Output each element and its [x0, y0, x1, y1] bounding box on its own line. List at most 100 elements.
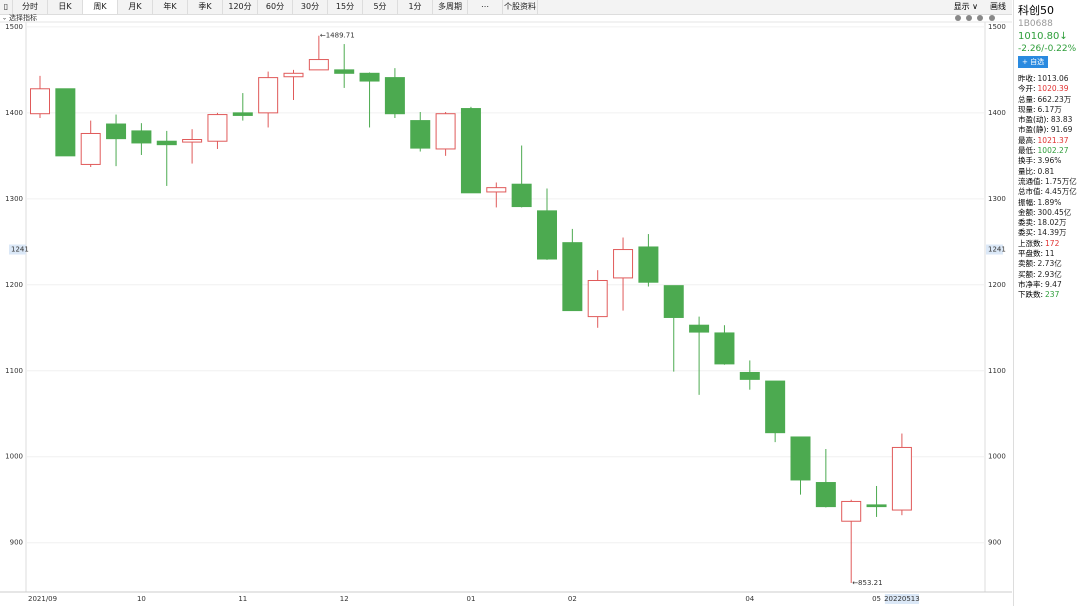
cursor-label-right: 1241: [988, 246, 1006, 254]
candle-body: [156, 140, 177, 146]
tab[interactable]: 60分: [258, 0, 293, 14]
tab[interactable]: 15分: [328, 0, 363, 14]
stat-value: 83.83: [1050, 115, 1073, 125]
candle-body: [537, 210, 557, 260]
x-tick-label: 11: [238, 595, 247, 603]
stat-label: 振幅:: [1018, 197, 1036, 207]
chevron: ⌄: [2, 15, 7, 22]
cursor-box: [9, 244, 26, 255]
stat-label: 卖额:: [1018, 259, 1036, 269]
cursor-box-right: [986, 244, 1003, 255]
stats: 昨收: 1013.06 今开: 1020.39 总量: 662.23万 现量: 6.17万 市盈…: [1014, 74, 1080, 301]
tab[interactable]: 1分: [398, 0, 433, 14]
tab[interactable]: 周K: [83, 0, 118, 14]
candle-body: [182, 139, 203, 143]
stat-row: 平盘数: 11: [1014, 249, 1080, 259]
chart: 选择指标 ⌄ 900 900 1000 1000 1100 1100 1200 1200 130…: [0, 13, 1012, 604]
stat-row: 委卖: 18.02万: [1014, 218, 1080, 228]
cursor-label: 1241: [11, 246, 29, 254]
x-tick-label: 2021/09: [28, 595, 57, 603]
stat-label: 现量:: [1018, 104, 1036, 114]
toolbar-button[interactable]: 显示 ∨: [953, 2, 978, 11]
candle-body: [283, 72, 304, 78]
tab[interactable]: 日K: [48, 0, 83, 14]
tab[interactable]: 月K: [118, 0, 153, 14]
cursor-date-box: [884, 594, 919, 604]
max-annotation: ←1489.71: [320, 32, 355, 40]
stat-label: 市盈(动):: [1018, 115, 1049, 125]
stat-value: 1.89%: [1037, 197, 1062, 207]
stat-label: 委卖:: [1018, 218, 1036, 228]
x-tick-label: 04: [745, 595, 754, 603]
candle-body: [739, 371, 760, 380]
stat-label: 下跌数:: [1018, 290, 1044, 300]
watch-button[interactable]: + 自选: [1018, 56, 1049, 68]
stat-row: 委买: 14.39万: [1014, 228, 1080, 238]
tab[interactable]: 120分: [223, 0, 258, 14]
candle-body: [384, 77, 405, 115]
tab[interactable]: 30分: [293, 0, 328, 14]
stat-row: 卖额: 2.73亿: [1014, 259, 1080, 269]
candle-body: [232, 112, 253, 116]
stat-row: 买额: 2.93亿: [1014, 270, 1080, 280]
stat-value: 91.69: [1050, 125, 1073, 135]
tab[interactable]: 个股资料: [503, 0, 538, 14]
tab[interactable]: 年K: [153, 0, 188, 14]
stat-value: 237: [1045, 290, 1060, 300]
panel-icon[interactable]: ▯: [0, 0, 13, 14]
y-tick-label-right: 1200: [988, 281, 1006, 289]
tab[interactable]: 多周期: [433, 0, 468, 14]
candle-body: [765, 380, 786, 434]
stat-label: 今开:: [1018, 84, 1036, 94]
stat-label: 流通值:: [1018, 176, 1044, 186]
stat-row: 现量: 6.17万: [1014, 105, 1080, 115]
stat-label: 总市值:: [1018, 187, 1044, 197]
stat-label: 最低:: [1018, 146, 1036, 156]
stat-row: 总量: 662.23万: [1014, 95, 1080, 105]
stat-label: 市盈(静):: [1018, 125, 1049, 135]
y-tick-label-right: 900: [988, 539, 1001, 547]
candle-body: [841, 500, 862, 522]
x-tick-label: 05: [872, 595, 881, 603]
stat-value: 3.96%: [1037, 156, 1062, 166]
stat-value: 0.81: [1037, 166, 1055, 176]
stat-label: 上涨数:: [1018, 238, 1044, 248]
y-tick-label: 1200: [5, 281, 23, 289]
candle-body: [460, 108, 481, 194]
candle-body: [866, 504, 887, 508]
stat-value: 4.45万亿: [1045, 187, 1077, 197]
candle-body: [790, 436, 811, 481]
toolbar-button[interactable]: 画线: [990, 2, 1006, 11]
stat-value: 1.75万亿: [1045, 176, 1077, 186]
stat-row: 最高: 1021.37: [1014, 136, 1080, 146]
stat-value: 9.47: [1045, 279, 1062, 289]
quote-panel: 科创50 1B0688 1010.80↓ -2.26/-0.22% + 自选 昨…: [1013, 0, 1080, 606]
tab[interactable]: 分时: [13, 0, 48, 14]
stat-row: 总市值: 4.45万亿: [1014, 187, 1080, 197]
stat-label: 昨收:: [1018, 74, 1036, 83]
candle-body: [815, 482, 836, 508]
candle-body: [638, 246, 659, 283]
index-code: 1B0688: [1018, 19, 1053, 29]
stat-row: 金额: 300.45亿: [1014, 208, 1080, 218]
tab[interactable]: 5分: [363, 0, 398, 14]
candle-body: [410, 120, 431, 149]
y-tick-label: 1400: [5, 109, 23, 117]
tool-icons[interactable]: [955, 15, 995, 21]
stat-label: 最高:: [1018, 135, 1036, 145]
stat-label: 买额:: [1018, 269, 1036, 279]
indicator-label[interactable]: 选择指标: [9, 13, 37, 22]
stat-value: 172: [1045, 238, 1060, 248]
tab[interactable]: 季K: [188, 0, 223, 14]
candle-body: [689, 324, 710, 333]
tab[interactable]: ⋯: [468, 0, 503, 14]
stat-value: 1013.06: [1037, 74, 1069, 83]
price: 1010.80↓: [1018, 31, 1068, 42]
stat-row: 流通值: 1.75万亿: [1014, 177, 1080, 187]
stat-label: 委买:: [1018, 228, 1036, 238]
x-tick-label: 12: [340, 595, 349, 603]
toolbar-right: 显示 ∨ 画线: [948, 0, 1012, 14]
stat-value: 2.73亿: [1037, 259, 1062, 269]
candle-body: [663, 285, 684, 318]
cursor-date: 20220513: [884, 595, 920, 603]
